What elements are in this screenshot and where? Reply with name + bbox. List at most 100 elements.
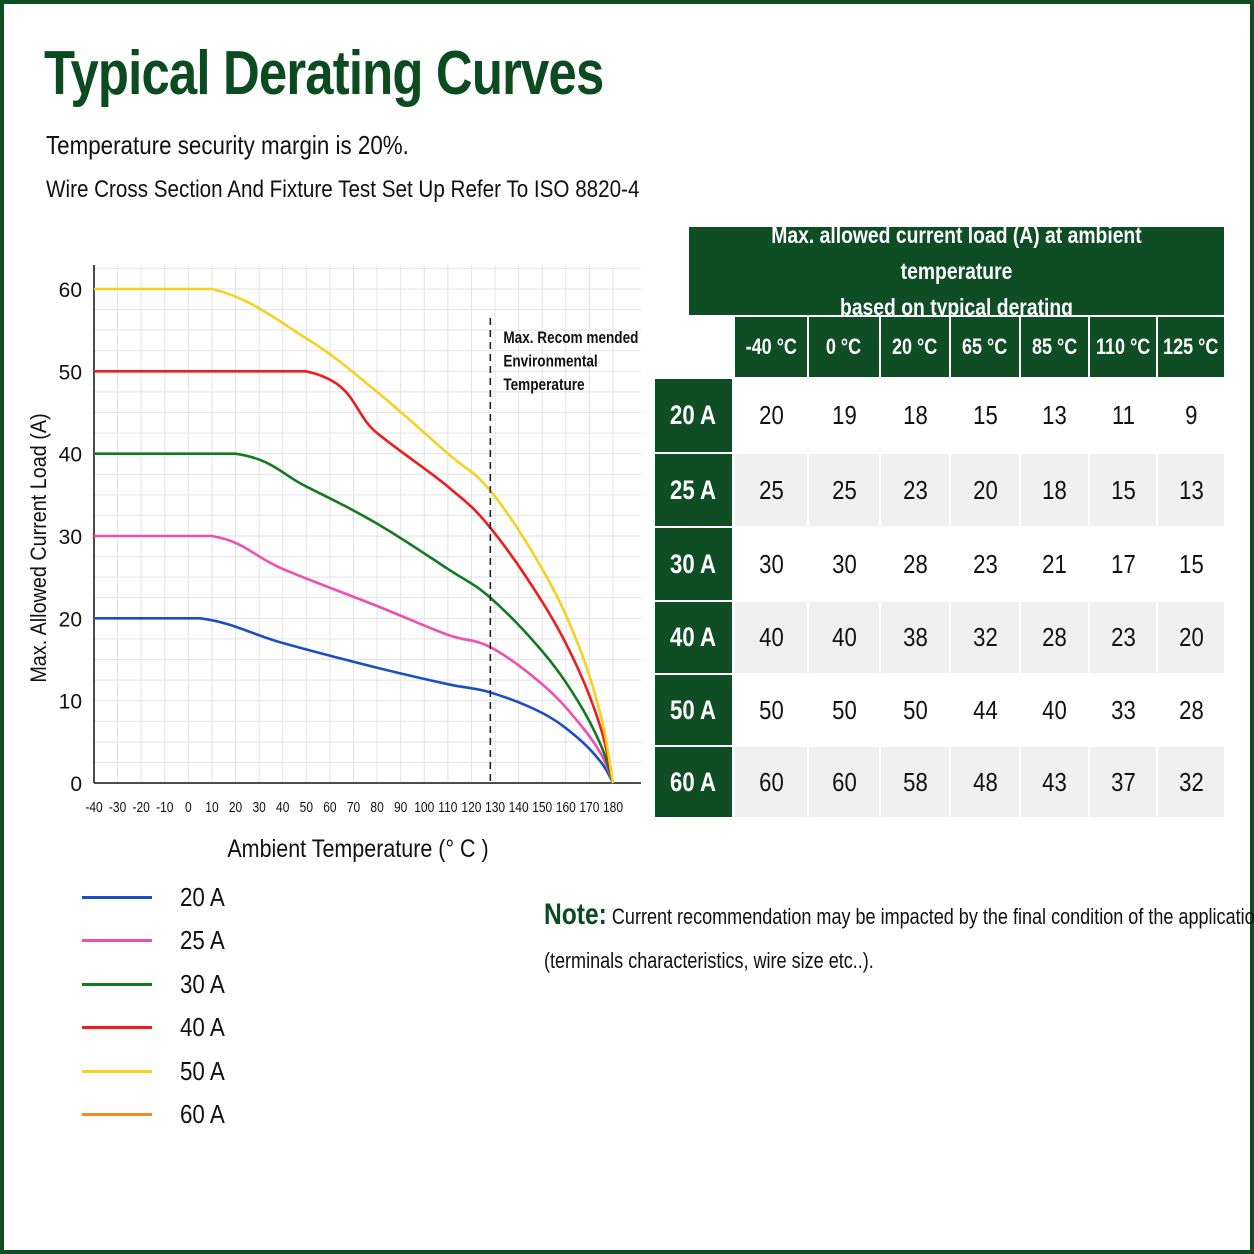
table-cell: 15 xyxy=(1090,454,1156,526)
note-line-1: Note: Current recommendation may be impa… xyxy=(544,893,1254,939)
y-axis-title: Max. Allowed Current Load (A) xyxy=(27,413,51,682)
table-cell: 60 xyxy=(735,747,807,817)
x-tick-label: 30 xyxy=(252,799,266,816)
chart-axes: 0 10 20 30 40 50 60 -40 -30 -20 -10 0 10 20 30 40 50 60 70… xyxy=(27,265,641,862)
table-cell: 32 xyxy=(951,602,1019,673)
table-cell: 19 xyxy=(809,379,879,452)
table-cell: 40 xyxy=(735,602,807,673)
table-row-header: 40 A xyxy=(655,602,732,673)
table-cell: 23 xyxy=(951,528,1019,600)
table-cell: 50 xyxy=(809,675,879,745)
table-cell: 23 xyxy=(881,454,949,526)
table-cell: 32 xyxy=(1158,747,1224,817)
legend-label: 25 A xyxy=(180,925,225,956)
table-cell: 18 xyxy=(881,379,949,452)
legend-swatch xyxy=(82,1113,152,1116)
x-tick-label: 70 xyxy=(347,799,361,816)
x-tick-label: 160 xyxy=(556,799,576,816)
table-cell: 28 xyxy=(1021,602,1088,673)
table-cell: 30 xyxy=(735,528,807,600)
annotation-text: Temperature xyxy=(503,376,585,395)
table-title: Max. allowed current load (A) at ambient… xyxy=(689,222,1224,320)
x-tick-label: 80 xyxy=(370,799,384,816)
table-cell: 37 xyxy=(1090,747,1156,817)
legend-swatch xyxy=(82,1069,152,1073)
table-cell: 11 xyxy=(1090,379,1156,452)
x-tick-label: 170 xyxy=(579,799,599,816)
table-cell: 9 xyxy=(1158,379,1224,452)
table-cell: 25 xyxy=(809,454,879,526)
note-text-1: Current recommendation may be impacted b… xyxy=(611,904,1254,929)
y-tick-label: 40 xyxy=(59,444,82,467)
x-tick-label: 20 xyxy=(229,799,243,816)
table-cell: 44 xyxy=(951,675,1019,745)
table-cell: 17 xyxy=(1090,528,1156,600)
table-cell: 18 xyxy=(1021,454,1088,526)
table-cell: 13 xyxy=(1021,379,1088,452)
table-row-header: 20 A xyxy=(655,379,732,452)
table-cell: 28 xyxy=(1158,675,1224,745)
x-tick-label: 120 xyxy=(461,799,481,816)
note-text-2: (terminals characteristics, wire size et… xyxy=(544,948,874,973)
table-title-line2: based on typical derating xyxy=(840,294,1073,320)
page-title: Typical Derating Curves xyxy=(44,39,604,108)
series-line-40a xyxy=(94,370,615,784)
table-cell: 28 xyxy=(881,528,949,600)
table-col-header: 0 °C xyxy=(809,317,879,377)
y-tick-label: 20 xyxy=(59,608,82,631)
x-tick-label: 100 xyxy=(414,799,434,816)
table-cell: 58 xyxy=(881,747,949,817)
table-cell: 23 xyxy=(1090,602,1156,673)
legend-swatch xyxy=(82,1026,152,1030)
table-row-header: 25 A xyxy=(655,454,732,526)
table-cell: 20 xyxy=(735,379,807,452)
table-row-header: 50 A xyxy=(655,675,732,745)
table-cell: 60 xyxy=(809,747,879,817)
annotation-text: Environmental xyxy=(503,352,597,371)
legend-swatch xyxy=(82,939,152,943)
table-col-header: 65 °C xyxy=(951,317,1019,377)
series-line-25a xyxy=(94,534,615,784)
table-col-header: -40 °C xyxy=(735,317,807,377)
legend-label: 30 A xyxy=(180,968,225,999)
table-cell: 21 xyxy=(1021,528,1088,600)
table-cell: 15 xyxy=(951,379,1019,452)
y-tick-label: 10 xyxy=(59,691,82,714)
table-cell: 15 xyxy=(1158,528,1224,600)
table-cell: 40 xyxy=(809,602,879,673)
x-tick-label: 180 xyxy=(603,799,623,816)
chart-annotation: Max. Recom mended Environmental Temperatur… xyxy=(489,318,638,783)
y-tick-label: 50 xyxy=(59,361,82,384)
chart-series xyxy=(94,287,615,784)
legend-label: 40 A xyxy=(180,1012,225,1043)
table-cell: 30 xyxy=(809,528,879,600)
x-tick-label: 40 xyxy=(276,799,290,816)
table-cell: 33 xyxy=(1090,675,1156,745)
x-tick-label: -10 xyxy=(156,799,174,816)
table-cell: 13 xyxy=(1158,454,1224,526)
series-line-20a xyxy=(94,617,615,784)
table-cell: 48 xyxy=(951,747,1019,817)
table-cell: 25 xyxy=(735,454,807,526)
note: Note: Current recommendation may be impa… xyxy=(544,893,1254,983)
legend-swatch xyxy=(82,982,152,986)
y-tick-label: 30 xyxy=(59,526,82,549)
subtitle-test-setup: Wire Cross Section And Fixture Test Set … xyxy=(46,176,640,203)
x-tick-label: 150 xyxy=(532,799,552,816)
table-cell: 20 xyxy=(1158,602,1224,673)
series-line-30a xyxy=(94,452,615,784)
table-col-header: 20 °C xyxy=(881,317,949,377)
x-tick-label: -20 xyxy=(133,799,151,816)
table-cell: 50 xyxy=(735,675,807,745)
derating-chart: 0 10 20 30 40 50 60 -40 -30 -20 -10 0 10 20 30 40 50 60 70… xyxy=(27,265,641,862)
x-tick-label: 110 xyxy=(438,799,458,816)
y-tick-label: 0 xyxy=(70,773,82,796)
table-row-header: 60 A xyxy=(655,747,732,817)
x-axis-title: Ambient Temperature (° C ) xyxy=(227,834,488,862)
table-col-header: 110 °C xyxy=(1090,317,1156,377)
table-cell: 50 xyxy=(881,675,949,745)
x-tick-label: 50 xyxy=(300,799,314,816)
x-tick-label: -40 xyxy=(85,799,103,816)
table-cell: 43 xyxy=(1021,747,1088,817)
table-cell: 40 xyxy=(1021,675,1088,745)
